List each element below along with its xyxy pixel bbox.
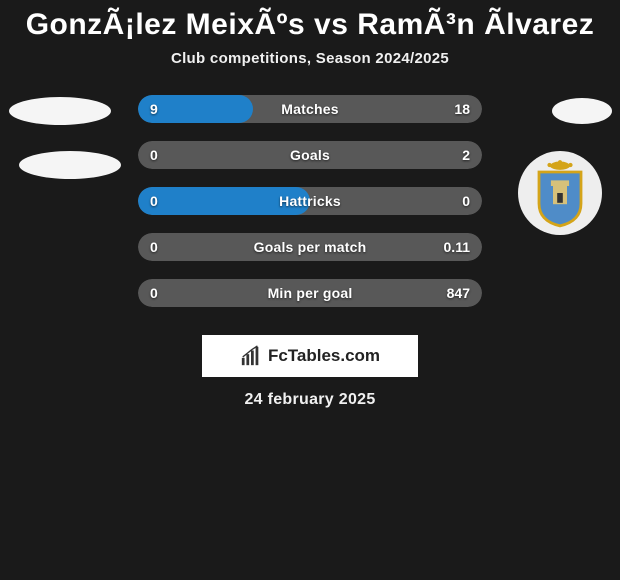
stat-bar: 0Goals2 bbox=[138, 141, 482, 169]
stat-bar: 0Goals per match0.11 bbox=[138, 233, 482, 261]
stat-bar: 0Min per goal847 bbox=[138, 279, 482, 307]
stat-label: Min per goal bbox=[138, 279, 482, 307]
stat-bars: 9Matches180Goals20Hattricks00Goals per m… bbox=[138, 95, 482, 325]
stat-bar: 9Matches18 bbox=[138, 95, 482, 123]
stat-right-value: 847 bbox=[447, 279, 470, 307]
stat-label: Goals bbox=[138, 141, 482, 169]
stat-right-value: 18 bbox=[454, 95, 470, 123]
brand-text: FcTables.com bbox=[268, 346, 380, 366]
fctables-watermark[interactable]: FcTables.com bbox=[202, 335, 418, 377]
comparison-card: GonzÃ¡lez MeixÃºs vs RamÃ³n Ãlvarez Club… bbox=[0, 0, 620, 580]
player2-club1-logo bbox=[552, 98, 612, 124]
page-title: GonzÃ¡lez MeixÃºs vs RamÃ³n Ãlvarez bbox=[0, 0, 620, 42]
stat-right-value: 2 bbox=[462, 141, 470, 169]
player1-club2-logo bbox=[19, 151, 121, 179]
comparison-zone: 9Matches180Goals20Hattricks00Goals per m… bbox=[0, 95, 620, 325]
stat-label: Hattricks bbox=[138, 187, 482, 215]
stat-label: Goals per match bbox=[138, 233, 482, 261]
player2-club2-logo bbox=[518, 151, 602, 235]
chart-icon bbox=[240, 345, 262, 367]
stat-right-value: 0 bbox=[462, 187, 470, 215]
stat-bar: 0Hattricks0 bbox=[138, 187, 482, 215]
ponferradina-crest-icon bbox=[518, 151, 602, 235]
snapshot-date: 24 february 2025 bbox=[0, 391, 620, 409]
season-subtitle: Club competitions, Season 2024/2025 bbox=[0, 50, 620, 67]
player1-club1-logo bbox=[9, 97, 111, 125]
stat-label: Matches bbox=[138, 95, 482, 123]
stat-right-value: 0.11 bbox=[444, 233, 470, 261]
